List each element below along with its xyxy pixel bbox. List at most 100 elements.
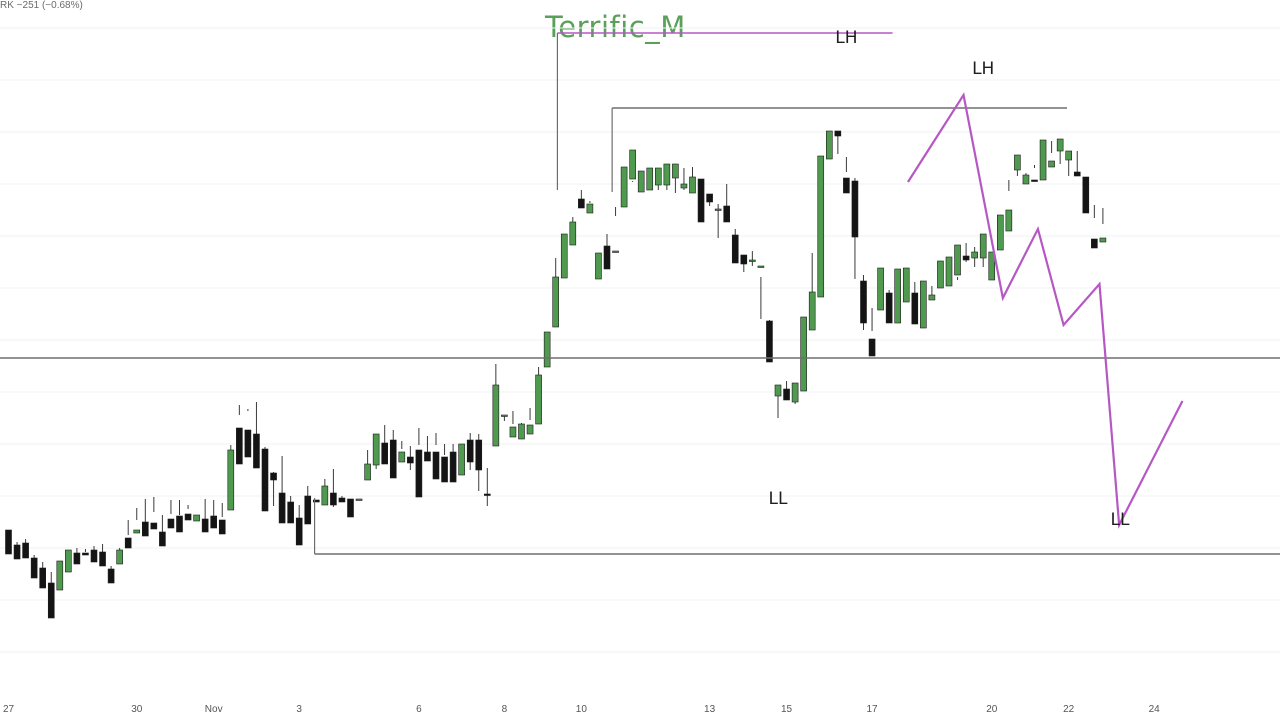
candle <box>1031 165 1038 182</box>
candle <box>82 549 89 556</box>
candle <box>1099 208 1107 243</box>
candle <box>749 251 756 266</box>
candle <box>945 256 953 287</box>
candle <box>30 555 38 579</box>
candle-body-down <box>261 448 269 512</box>
candle <box>107 566 115 584</box>
candle-body-down <box>723 205 731 223</box>
candle-body-up <box>492 384 500 447</box>
candle-body-down <box>962 255 970 261</box>
candle <box>253 402 260 469</box>
candle <box>142 499 149 537</box>
candle <box>834 130 842 154</box>
candle-body-up <box>364 463 371 481</box>
x-tick-label: 10 <box>576 704 588 715</box>
candle <box>817 155 825 298</box>
candle <box>885 290 893 324</box>
candle <box>740 254 748 272</box>
candle-body-up <box>749 259 756 262</box>
candle-body-down <box>911 292 919 325</box>
candle-body-down <box>73 552 81 565</box>
candle <box>150 497 158 530</box>
candle <box>962 243 970 262</box>
candle-body-down <box>843 177 850 194</box>
candle <box>398 441 406 463</box>
candle-body-up <box>791 382 799 403</box>
candle-body-down <box>330 492 337 506</box>
candle-body-up <box>1048 160 1055 168</box>
candle <box>1022 173 1030 185</box>
candle-body-down <box>603 245 611 270</box>
candle-body-up <box>689 176 696 194</box>
candle-body-up <box>774 384 782 397</box>
candle-body-down <box>1082 176 1090 214</box>
candle <box>475 434 483 491</box>
candle-body-up <box>586 203 594 214</box>
candle <box>800 316 807 392</box>
candle-body-down <box>5 529 12 555</box>
candle-body-down <box>389 439 397 479</box>
candle <box>689 167 696 194</box>
candle-body-up <box>800 316 807 392</box>
candle-body-up <box>920 280 927 329</box>
swing-label: LL <box>1111 510 1130 530</box>
candle <box>526 408 534 435</box>
candle-body-up <box>535 374 542 425</box>
candle-body-down <box>236 427 243 465</box>
candle-body-up <box>629 149 636 180</box>
candle-body-down <box>99 551 106 567</box>
candle-body-up <box>372 433 380 466</box>
candle <box>646 167 654 191</box>
candle-body-down <box>47 582 55 619</box>
candle-body-up <box>714 208 722 211</box>
candle-body-up <box>654 167 662 186</box>
candle <box>330 469 337 507</box>
candle-body-up <box>518 423 525 440</box>
candle <box>347 498 354 518</box>
candle <box>424 436 431 462</box>
candle <box>287 496 294 524</box>
candle-body-up <box>526 424 534 435</box>
candle-body-down <box>740 254 748 265</box>
candle-body-up <box>971 251 978 259</box>
candle-body-down <box>697 178 705 223</box>
candle <box>210 500 217 529</box>
candle-body-down <box>210 515 217 529</box>
candle <box>415 428 423 498</box>
candle <box>629 149 636 182</box>
candle-body-up <box>808 291 816 331</box>
candle <box>1014 154 1021 176</box>
candle-body-up <box>398 451 406 463</box>
candle-body-down <box>834 130 842 137</box>
x-tick-label: 13 <box>704 704 716 715</box>
candle <box>902 267 910 303</box>
candle-body-up <box>757 265 765 268</box>
x-tick-label: 6 <box>416 704 422 715</box>
candle-body-down <box>1031 179 1038 182</box>
candle-body-up <box>672 163 679 179</box>
candle <box>1039 139 1047 181</box>
candle-body-down <box>184 513 192 521</box>
candle <box>877 267 884 311</box>
candle <box>201 499 209 533</box>
candle-body-up <box>193 514 200 522</box>
candle-body-up <box>902 267 910 303</box>
candle <box>612 207 619 253</box>
candle-body-up <box>817 155 825 298</box>
candle-body-down <box>295 517 303 546</box>
candle <box>236 405 243 465</box>
candle-body-up <box>552 276 560 328</box>
candle <box>39 562 47 589</box>
candle <box>603 234 611 270</box>
candle <box>860 275 867 330</box>
candle <box>509 411 517 438</box>
candle-body-up <box>595 252 602 280</box>
candle <box>492 364 500 447</box>
candle <box>304 486 312 525</box>
candle <box>894 268 902 324</box>
x-axis: 27 30 Nov 3 6 8 10 13 15 17 20 22 24 <box>3 704 1160 715</box>
candle <box>449 444 457 483</box>
candle-body-down <box>449 451 457 483</box>
candle-body-up <box>945 256 953 287</box>
